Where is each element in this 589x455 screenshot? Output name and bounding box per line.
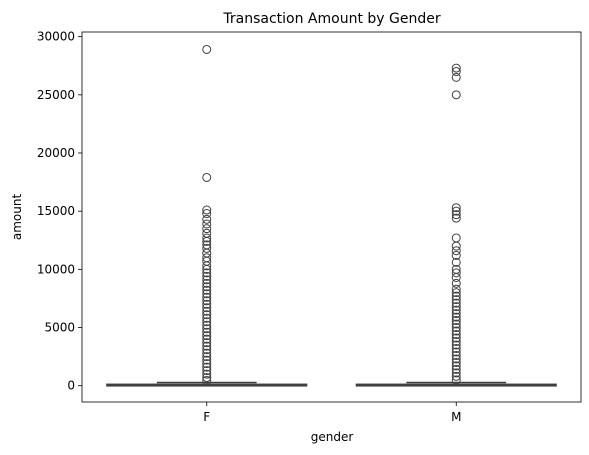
outlier-point — [203, 220, 211, 228]
outlier-point — [203, 229, 211, 237]
outlier-point — [452, 234, 460, 242]
chart-title: Transaction Amount by Gender — [222, 11, 440, 27]
y-tick-label: 25000 — [37, 88, 75, 102]
outlier-point — [452, 91, 460, 99]
y-tick-label: 30000 — [37, 30, 75, 44]
outlier-point — [203, 173, 211, 181]
axes: 0 5000 10000 15000 20000 25000 30000 F M — [37, 30, 462, 424]
y-tick-label: 20000 — [37, 146, 75, 160]
x-tick-label: M — [451, 410, 461, 424]
plot-area — [107, 45, 556, 385]
outlier-point — [452, 247, 460, 255]
outlier-point — [452, 242, 460, 250]
outlier-point — [203, 225, 211, 233]
outlier-point — [203, 249, 211, 257]
box-F — [107, 45, 307, 385]
outlier-point — [203, 215, 211, 223]
y-tick-label: 5000 — [44, 321, 75, 335]
y-tick-label: 0 — [67, 379, 75, 393]
x-tick-label: F — [203, 410, 210, 424]
box-M — [356, 64, 556, 386]
x-axis-label: gender — [311, 430, 354, 444]
outlier-point — [452, 73, 460, 81]
y-tick-label: 15000 — [37, 204, 75, 218]
y-axis-label: amount — [10, 194, 24, 241]
y-tick-label: 10000 — [37, 262, 75, 276]
plot-frame — [82, 32, 581, 402]
outlier-point — [203, 45, 211, 53]
